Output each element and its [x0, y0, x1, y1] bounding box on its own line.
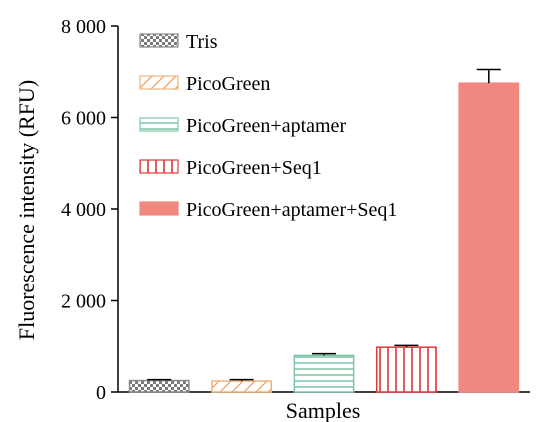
legend-swatch-1 — [139, 33, 179, 48]
y-tick-label: 6 000 — [61, 108, 106, 130]
legend: Tris PicoGreen PicoGreen+aptamer PicoGreen+… — [139, 31, 397, 221]
legend-label-1: Tris — [186, 31, 218, 53]
y-tick-label: 4 000 — [61, 199, 106, 221]
bar-5 — [458, 82, 520, 393]
bar-3 — [293, 354, 355, 393]
y-axis-title: Fluorescence intensity (RFU) — [14, 80, 39, 340]
bar-2 — [211, 380, 273, 393]
legend-swatch-2 — [139, 75, 179, 90]
bar-group — [128, 68, 520, 393]
legend-swatch-4 — [139, 159, 179, 174]
y-tick-label: 2 000 — [61, 291, 106, 313]
y-tick-label: 0 — [96, 382, 106, 404]
legend-label-3: PicoGreen+aptamer — [186, 115, 346, 137]
legend-swatch-5 — [139, 201, 179, 216]
x-axis-title: Samples — [286, 398, 361, 422]
y-tick-label: 8 000 — [61, 16, 106, 38]
legend-label-4: PicoGreen+Seq1 — [186, 157, 322, 179]
legend-swatch-3 — [139, 117, 179, 132]
bar-1 — [128, 379, 190, 393]
legend-label-5: PicoGreen+aptamer+Seq1 — [186, 199, 397, 221]
legend-label-2: PicoGreen — [186, 73, 270, 95]
bar-4 — [375, 346, 437, 393]
y-tick-group: 0 2 000 4 000 6 000 8 000 — [61, 16, 118, 404]
